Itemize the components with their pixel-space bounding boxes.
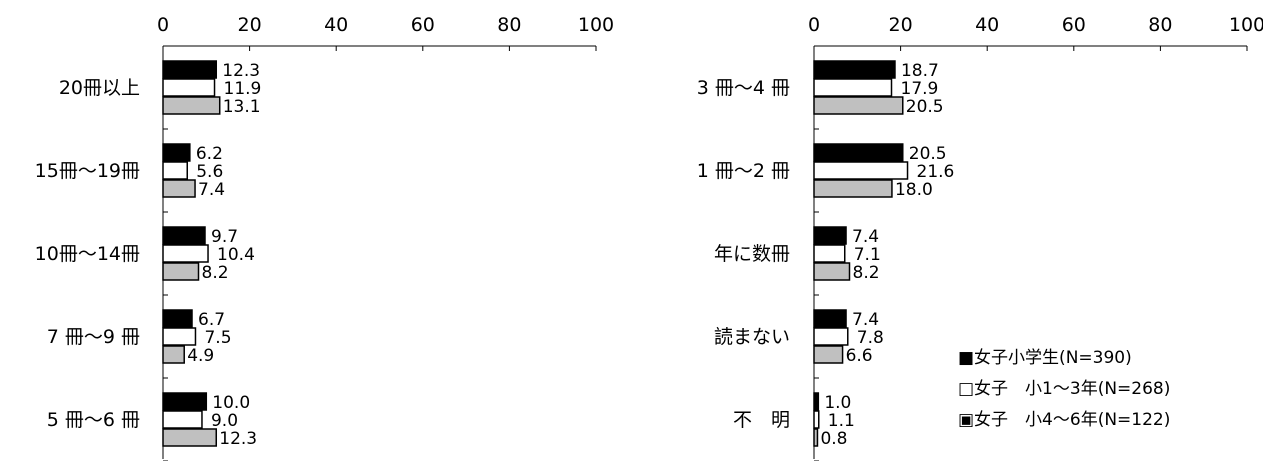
x-tick-label: 80 <box>1148 14 1172 36</box>
data-label: 21.6 <box>917 162 955 182</box>
bar-all <box>162 143 191 162</box>
data-label: 8.2 <box>853 263 880 283</box>
x-tick-label: 20 <box>889 14 913 36</box>
data-label: 6.2 <box>196 144 223 164</box>
category-label: 1 冊～2 冊 <box>697 160 790 182</box>
legend-item-grade-4-6: ▣女子 小4～6年(N=122) <box>958 410 1170 430</box>
bar-g1-3 <box>162 161 188 180</box>
data-label: 9.7 <box>211 227 238 247</box>
data-label: 7.1 <box>854 245 881 265</box>
data-label: 6.6 <box>846 346 873 366</box>
x-tick-label: 100 <box>578 14 614 36</box>
bar-g1-3 <box>162 327 197 346</box>
data-label: 10.0 <box>212 393 250 413</box>
x-tick-label: 60 <box>1062 14 1086 36</box>
data-label: 7.4 <box>198 180 225 200</box>
bar-g1-3 <box>813 327 849 346</box>
category-label: 7 冊～9 冊 <box>47 326 140 348</box>
legend-item-grade-1-3: □女子 小1～3年(N=268) <box>958 379 1170 399</box>
bar-g1-3 <box>162 244 209 263</box>
bar-all <box>813 309 847 328</box>
category-label: 読まない <box>714 326 790 348</box>
x-tick-label: 40 <box>975 14 999 36</box>
data-label: 12.3 <box>219 429 257 449</box>
bar-g4-6 <box>813 262 851 281</box>
data-label: 7.5 <box>204 328 231 348</box>
bar-g4-6 <box>162 96 221 115</box>
bar-g1-3 <box>813 78 893 97</box>
data-label: 13.1 <box>223 97 261 117</box>
data-label: 7.4 <box>852 227 879 247</box>
bar-g4-6 <box>813 345 844 364</box>
data-label: 11.9 <box>224 79 262 99</box>
data-label: 10.4 <box>217 245 255 265</box>
data-label: 18.7 <box>901 61 939 81</box>
bar-g1-3 <box>162 78 216 97</box>
bar-g4-6 <box>813 179 893 198</box>
bar-all <box>162 309 193 328</box>
bar-all <box>162 226 206 245</box>
data-label: 18.0 <box>895 180 933 200</box>
x-tick-label: 60 <box>411 14 435 36</box>
bar-g4-6 <box>162 262 200 281</box>
category-label: 年に数冊 <box>714 243 790 265</box>
bar-g4-6 <box>162 179 196 198</box>
bar-all <box>813 143 904 162</box>
bar-g4-6 <box>813 96 904 115</box>
category-label: 20冊以上 <box>59 77 140 99</box>
data-label: 5.6 <box>196 162 223 182</box>
category-label: 3 冊～4 冊 <box>697 77 790 99</box>
data-label: 9.0 <box>211 411 238 431</box>
data-label: 0.8 <box>820 429 847 449</box>
x-tick-label: 20 <box>238 14 262 36</box>
data-label: 7.8 <box>857 328 884 348</box>
legend-item-all-girls: ■女子小学生(N=390) <box>958 348 1132 368</box>
category-label: 不 明 <box>733 409 790 431</box>
data-label: 1.1 <box>828 411 855 431</box>
bar-g4-6 <box>813 428 819 447</box>
x-tick-label: 80 <box>497 14 521 36</box>
category-label: 5 冊～6 冊 <box>47 409 140 431</box>
bar-g1-3 <box>162 410 203 429</box>
bar-g1-3 <box>813 161 909 180</box>
data-label: 4.9 <box>187 346 214 366</box>
bar-all <box>813 226 847 245</box>
data-label: 20.5 <box>909 144 947 164</box>
bar-g1-3 <box>813 244 846 263</box>
category-label: 15冊～19冊 <box>35 160 140 182</box>
bar-all <box>162 60 218 79</box>
bar-all <box>162 392 208 411</box>
legend: ■女子小学生(N=390) □女子 小1～3年(N=268) ▣女子 小4～6年… <box>958 348 1170 430</box>
data-label: 17.9 <box>901 79 939 99</box>
data-label: 12.3 <box>222 61 260 81</box>
bar-all <box>813 392 820 411</box>
x-tick-label: 0 <box>157 14 169 36</box>
bar-g4-6 <box>162 345 185 364</box>
bar-g4-6 <box>162 428 218 447</box>
left-chart-panel: 0 20 40 60 80 10020冊以上12.311.913.115冊～19冊6.25… <box>35 14 614 462</box>
bar-g1-3 <box>813 410 820 429</box>
data-label: 8.2 <box>202 263 229 283</box>
x-tick-label: 0 <box>808 14 820 36</box>
category-label: 10冊～14冊 <box>35 243 140 265</box>
data-label: 6.7 <box>198 310 225 330</box>
data-label: 1.0 <box>824 393 851 413</box>
data-label: 7.4 <box>852 310 879 330</box>
bar-all <box>813 60 896 79</box>
x-tick-label: 40 <box>324 14 348 36</box>
data-label: 20.5 <box>906 97 944 117</box>
x-tick-label: 100 <box>1229 14 1263 36</box>
